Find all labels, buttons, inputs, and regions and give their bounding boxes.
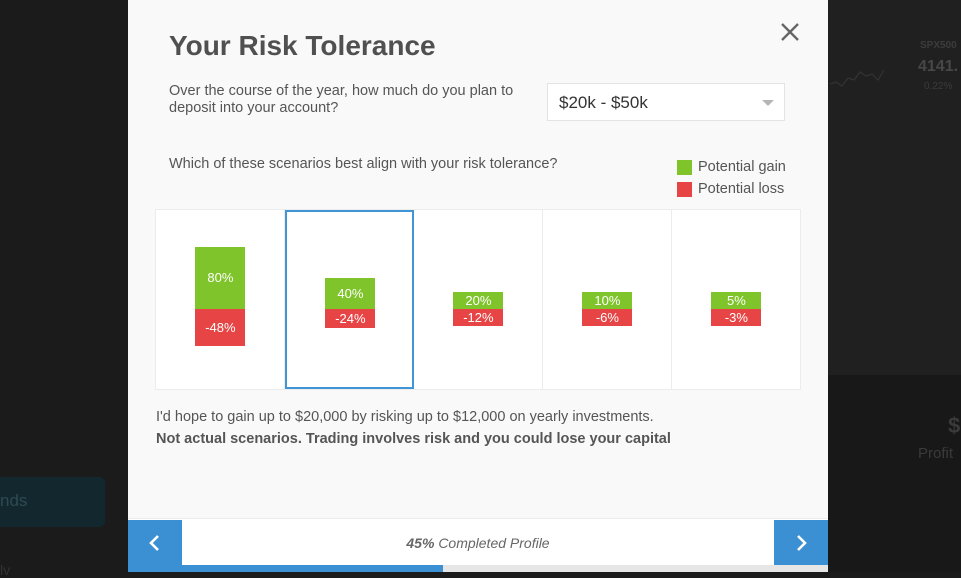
background-button: nds [0,477,105,527]
modal-footer: 45% Completed Profile [128,518,828,566]
deposit-select[interactable]: $20k - $50k [547,83,785,121]
progress-percent: 45% [406,535,435,551]
chevron-down-icon [762,100,774,106]
risk-tolerance-modal: Your Risk Tolerance Over the course of t… [128,0,828,572]
close-icon [781,23,799,41]
scenario-loss-bar: -48% [195,308,246,347]
progress-bar-fill [128,565,443,572]
scenario-option[interactable]: 40% -24% [285,210,414,389]
progress-label: 45% Completed Profile [128,535,828,551]
legend-gain: Potential gain [677,156,786,178]
close-button[interactable] [778,20,802,44]
scenario-option[interactable]: 10% -6% [543,210,672,389]
scenario-description: I'd hope to gain up to $20,000 by riskin… [156,409,654,425]
scenario-loss-bar: -6% [582,309,633,326]
previous-button[interactable] [128,520,182,566]
scenario-loss-bar: -12% [453,309,504,326]
scenario-question: Which of these scenarios best align with… [169,156,558,172]
ticker-change: 0.22% [924,81,953,92]
legend-loss-swatch [677,181,692,197]
scenario-option[interactable]: 80% -48% [156,210,285,389]
scenario-gain-bar: 5% [711,292,762,309]
scenario-option[interactable]: 20% -12% [414,210,543,389]
scenario-loss-bar: -3% [711,309,762,326]
scenario-bar: 40% -24% [325,277,376,328]
scenario-bar: 5% -3% [711,292,762,326]
deposit-select-value: $20k - $50k [559,93,648,112]
scenario-gain-bar: 40% [325,277,376,309]
modal-title: Your Risk Tolerance [169,30,436,61]
background-ticker: SPX500 4141. 0.22% [828,30,961,100]
ticker-symbol: SPX500 [920,40,957,51]
scenario-gain-bar: 10% [582,292,633,309]
scenario-gain-bar: 20% [453,292,504,309]
background-panel-value: $ [948,413,961,438]
scenario-option[interactable]: 5% -3% [672,210,800,389]
scenario-bar: 20% -12% [453,292,504,326]
legend-loss-label: Potential loss [698,181,785,197]
risk-disclaimer: Not actual scenarios. Trading involves r… [156,431,671,447]
scenario-options: 80% -48% 40% -24% 20% -12% 10% -6% 5% -3% [155,209,801,390]
chevron-left-icon [149,535,159,551]
ticker-sparkline-icon [829,69,885,87]
chevron-right-icon [797,535,807,551]
deposit-question: Over the course of the year, how much do… [169,83,514,116]
legend-gain-swatch [677,159,692,175]
legend-gain-label: Potential gain [698,159,786,175]
legend: Potential gain Potential loss [677,156,786,200]
background-panel: $ Profit [828,375,961,572]
ticker-price: 4141. [918,58,959,75]
next-button[interactable] [774,520,828,566]
legend-loss: Potential loss [677,178,786,200]
progress-bar [128,565,828,572]
background-panel-label: Profit [918,445,954,462]
background-text: lv [0,562,11,578]
progress-suffix: Completed Profile [438,535,550,551]
scenario-bar: 10% -6% [582,292,633,326]
scenario-bar: 80% -48% [195,246,246,347]
background-button-label: nds [0,491,28,510]
scenario-loss-bar: -24% [325,308,376,328]
scenario-gain-bar: 80% [195,246,246,309]
